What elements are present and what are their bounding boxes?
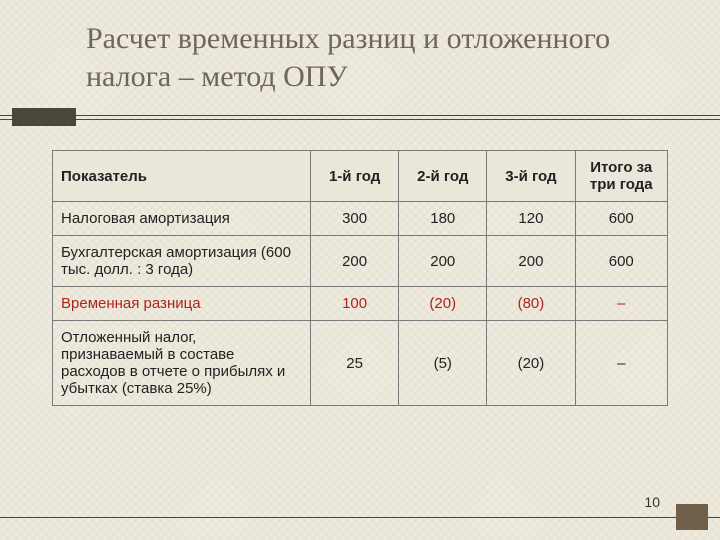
row-value: 200 [399,236,487,287]
col-header-indicator: Показатель [53,151,311,202]
rule-line [0,119,720,120]
row-label: Налоговая амортизация [53,202,311,236]
col-header-year1: 1-й год [311,151,399,202]
corner-block-icon [676,504,708,530]
table-row-highlight: Временная разница 100 (20) (80) – [53,287,668,321]
row-value: – [575,287,668,321]
table-row: Отложенный налог, признаваемый в составе… [53,321,668,406]
footer-line [0,517,720,518]
row-value: (20) [487,321,575,406]
col-header-year3: 3-й год [487,151,575,202]
data-table-wrap: Показатель 1-й год 2-й год 3-й год Итого… [52,150,668,406]
rule-block-icon [12,108,76,126]
title-rule [0,108,720,130]
page-number: 10 [644,494,660,510]
table-row: Налоговая амортизация 300 180 120 600 [53,202,668,236]
row-value: 300 [311,202,399,236]
data-table: Показатель 1-й год 2-й год 3-й год Итого… [52,150,668,406]
row-value: 120 [487,202,575,236]
row-value: 100 [311,287,399,321]
slide: Расчет временных разниц и отложенного на… [0,0,720,540]
row-value: 600 [575,202,668,236]
table-header-row: Показатель 1-й год 2-й год 3-й год Итого… [53,151,668,202]
row-label: Временная разница [53,287,311,321]
row-value: (20) [399,287,487,321]
col-header-total: Итого за три года [575,151,668,202]
row-label: Отложенный налог, признаваемый в составе… [53,321,311,406]
row-value: 200 [311,236,399,287]
slide-title: Расчет временных разниц и отложенного на… [86,20,690,95]
rule-line [0,115,720,116]
row-label: Бухгалтерская амортизация (600 тыс. долл… [53,236,311,287]
row-value: 600 [575,236,668,287]
row-value: 200 [487,236,575,287]
table-row: Бухгалтерская амортизация (600 тыс. долл… [53,236,668,287]
row-value: 25 [311,321,399,406]
row-value: 180 [399,202,487,236]
row-value: – [575,321,668,406]
row-value: (5) [399,321,487,406]
row-value: (80) [487,287,575,321]
col-header-year2: 2-й год [399,151,487,202]
